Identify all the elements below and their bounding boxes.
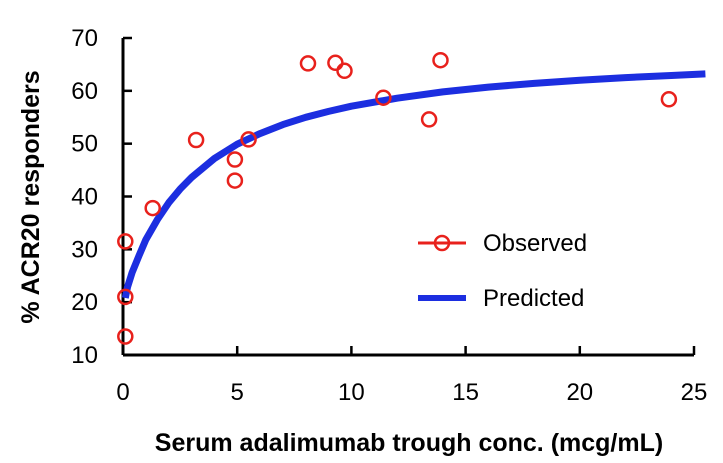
- observed-point: [117, 233, 134, 250]
- y-tick-label: 60: [71, 78, 98, 105]
- observed-point: [375, 89, 392, 106]
- observed-point: [660, 91, 678, 108]
- observed-point: [336, 62, 353, 80]
- legend-predicted-label: Predicted: [483, 285, 584, 312]
- y-tick-label: 50: [71, 131, 98, 158]
- x-tick-label: 0: [116, 379, 129, 406]
- observed-series: [117, 51, 678, 345]
- legend-observed-label: Observed: [483, 230, 587, 257]
- observed-point: [327, 54, 344, 72]
- x-tick-label: 25: [681, 379, 708, 406]
- observed-point: [299, 55, 317, 72]
- axes: 0 5 10 15 20 25 10 20 30 40 50 60 70: [71, 25, 707, 406]
- observed-point: [432, 51, 449, 69]
- y-tick-label: 10: [71, 342, 98, 369]
- predicted-curve: [121, 70, 706, 299]
- y-tick-label: 30: [71, 236, 98, 263]
- legend: Observed Predicted: [418, 230, 587, 312]
- predicted-series: [121, 70, 706, 299]
- observed-point: [117, 288, 134, 306]
- y-axis-title: % ACR20 responders: [17, 70, 45, 323]
- observed-point: [144, 199, 161, 217]
- observed-point: [226, 151, 244, 168]
- observed-point: [226, 172, 244, 189]
- x-tick-label: 10: [338, 379, 365, 406]
- y-tick-label: 70: [71, 25, 98, 52]
- observed-point: [187, 131, 205, 149]
- x-tick-label: 20: [566, 379, 593, 406]
- observed-point: [117, 328, 134, 345]
- x-tick-label: 15: [452, 379, 479, 406]
- observed-point: [420, 111, 438, 128]
- x-tick-label: 5: [231, 379, 244, 406]
- x-axis-title: Serum adalimumab trough conc. (mcg/mL): [155, 429, 663, 457]
- y-tick-label: 40: [71, 184, 98, 211]
- observed-point: [240, 131, 257, 148]
- y-tick-label: 20: [71, 289, 98, 316]
- legend-observed-marker: [433, 234, 451, 252]
